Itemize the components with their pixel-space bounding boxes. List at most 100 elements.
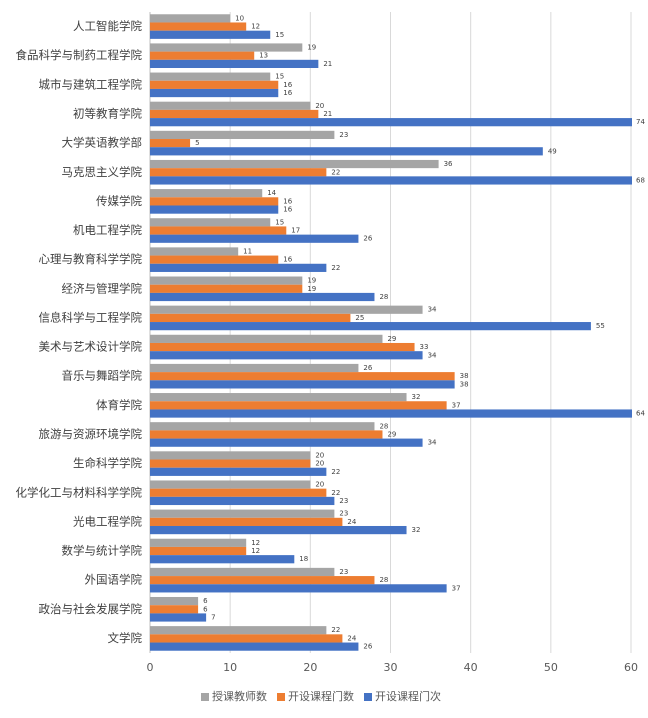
bar <box>150 72 271 81</box>
category-label: 文学院 <box>108 631 143 645</box>
value-label: 6 <box>203 597 208 605</box>
value-label: 36 <box>444 160 453 168</box>
value-label: 20 <box>315 102 324 110</box>
bar <box>150 159 439 169</box>
bar <box>150 205 279 214</box>
value-label: 29 <box>387 335 396 343</box>
value-label: 49 <box>548 147 557 155</box>
value-label: 12 <box>251 23 260 31</box>
x-tick-label: 50 <box>544 661 558 674</box>
value-label: 23 <box>339 497 348 505</box>
bar <box>150 43 303 52</box>
category-label: 初等教育学院 <box>73 106 142 120</box>
category-label: 外国语学院 <box>85 573 143 587</box>
value-label: 20 <box>315 460 324 468</box>
bar <box>150 109 319 119</box>
bar <box>150 525 407 535</box>
value-label: 37 <box>452 401 461 409</box>
category-label: 美术与艺术设计学院 <box>39 340 143 354</box>
bar <box>150 584 447 593</box>
bar <box>150 488 327 497</box>
value-label: 34 <box>428 351 437 359</box>
bar <box>150 634 343 643</box>
category-label: 经济与管理学院 <box>62 281 143 295</box>
value-label: 25 <box>355 314 364 322</box>
value-label: 22 <box>331 489 340 497</box>
category-label: 心理与教育科学学院 <box>39 252 143 266</box>
bar <box>150 351 423 360</box>
bar <box>150 596 199 606</box>
bar <box>150 88 279 98</box>
category-label: 数学与统计学院 <box>62 544 143 558</box>
x-tick-label: 40 <box>464 661 478 674</box>
value-label: 26 <box>363 643 372 651</box>
bar <box>150 226 287 235</box>
category-label: 信息科学与工程学院 <box>39 310 143 324</box>
category-label: 人工智能学院 <box>73 19 142 33</box>
value-label: 37 <box>452 584 461 592</box>
bar <box>150 118 632 127</box>
bar <box>150 422 375 431</box>
value-label: 68 <box>636 176 645 184</box>
value-label: 28 <box>379 576 388 584</box>
bar <box>150 459 311 468</box>
category-label: 化学化工与材料科学学院 <box>16 485 143 499</box>
bar <box>150 305 423 314</box>
bar <box>150 372 455 381</box>
value-label: 22 <box>331 264 340 272</box>
bar <box>150 234 359 243</box>
value-label: 16 <box>283 206 292 214</box>
bar <box>150 59 319 69</box>
bar <box>150 189 263 198</box>
bar <box>150 538 247 547</box>
value-label: 21 <box>323 110 332 118</box>
bar <box>150 14 231 23</box>
value-label: 6 <box>203 605 208 613</box>
value-label: 18 <box>299 555 308 563</box>
value-label: 19 <box>307 277 316 285</box>
bar <box>150 130 335 140</box>
category-label: 光电工程学院 <box>73 514 142 528</box>
bar <box>150 30 271 39</box>
value-label: 23 <box>339 131 348 139</box>
value-label: 26 <box>363 235 372 243</box>
bar <box>150 363 359 373</box>
x-tick-label: 30 <box>384 661 398 674</box>
value-label: 38 <box>460 372 469 380</box>
value-label: 5 <box>195 139 199 147</box>
bar <box>150 313 351 323</box>
value-label: 14 <box>267 189 276 197</box>
value-label: 28 <box>379 293 388 301</box>
value-label: 13 <box>259 52 268 60</box>
value-label: 32 <box>412 393 421 401</box>
bar <box>150 139 191 148</box>
value-label: 16 <box>283 256 292 264</box>
category-label: 旅游与资源环境学院 <box>39 427 143 441</box>
bar <box>150 401 447 410</box>
value-label: 23 <box>339 568 348 576</box>
value-label: 64 <box>636 410 645 418</box>
value-label: 7 <box>211 613 215 621</box>
bar <box>150 322 591 331</box>
bar <box>150 247 239 256</box>
value-label: 15 <box>275 73 284 81</box>
value-label: 16 <box>283 197 292 205</box>
value-label: 34 <box>428 306 437 314</box>
bar <box>150 438 423 447</box>
bar <box>150 276 303 285</box>
bar <box>150 22 247 31</box>
value-label: 74 <box>636 118 645 126</box>
value-label: 29 <box>387 430 396 438</box>
labels: 0 10 20 30 40 50 60 人工智能学院 10 12 15 食品科学与制药工程学院 19 13… <box>16 14 646 703</box>
value-label: 33 <box>420 343 429 351</box>
x-tick-label: 60 <box>624 661 638 674</box>
bar <box>150 284 303 293</box>
x-tick-label: 10 <box>223 661 237 674</box>
bar <box>150 613 207 622</box>
bar <box>150 517 343 526</box>
bar <box>150 197 279 206</box>
x-tick-label: 20 <box>303 661 317 674</box>
bar <box>150 147 543 156</box>
bar <box>150 176 632 185</box>
